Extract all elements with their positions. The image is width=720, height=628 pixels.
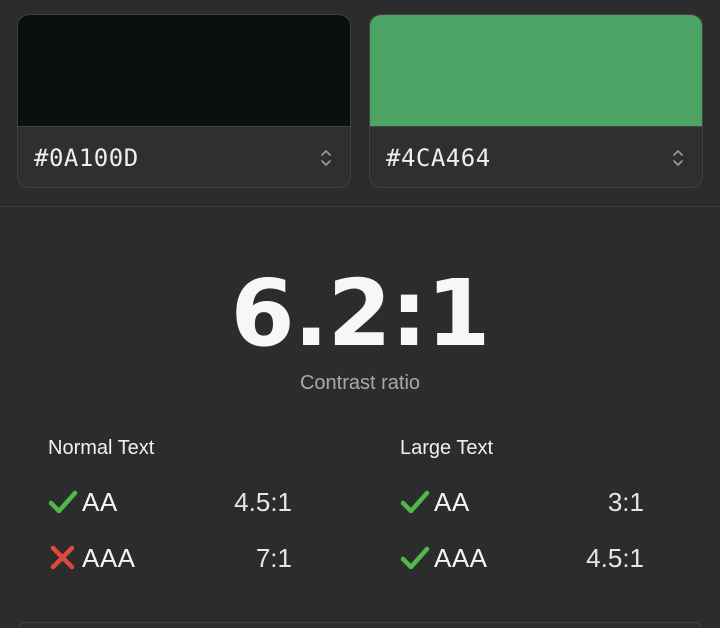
result-row-large-aaa: AAA 4.5:1 bbox=[400, 538, 660, 578]
check-icon bbox=[400, 487, 434, 517]
chevron-up-down-icon[interactable] bbox=[670, 145, 686, 171]
contrast-ratio-label: Contrast ratio bbox=[299, 372, 421, 394]
level-label: AA bbox=[434, 486, 470, 517]
foreground-color-field[interactable]: #0A100D bbox=[18, 126, 350, 187]
result-row-normal-aa: AA 4.5:1 bbox=[48, 482, 308, 522]
check-icon bbox=[48, 487, 82, 517]
chevron-up-down-icon[interactable] bbox=[318, 145, 334, 171]
foreground-hex-input[interactable]: #0A100D bbox=[34, 144, 139, 172]
section-divider bbox=[0, 206, 720, 207]
large-text-results: Large Text AA 3:1 AAA 4.5:1 bbox=[400, 434, 660, 578]
background-color-field[interactable]: #4CA464 bbox=[370, 126, 702, 187]
background-hex-input[interactable]: #4CA464 bbox=[386, 144, 491, 172]
result-row-large-aa: AA 3:1 bbox=[400, 482, 660, 522]
foreground-color-card: #0A100D bbox=[17, 14, 351, 188]
check-icon bbox=[400, 543, 434, 573]
normal-text-results: Normal Text AA 4.5:1 AAA 7:1 bbox=[48, 434, 308, 578]
level-label: AAA bbox=[434, 542, 488, 573]
cross-icon bbox=[48, 543, 82, 573]
threshold-value: 3:1 bbox=[607, 486, 644, 517]
large-text-title: Large Text bbox=[400, 437, 494, 459]
contrast-ratio-value: 6.2:1 bbox=[230, 260, 491, 367]
threshold-value: 4.5:1 bbox=[586, 542, 644, 573]
normal-text-title: Normal Text bbox=[48, 437, 155, 459]
foreground-color-swatch[interactable] bbox=[18, 15, 350, 126]
next-panel-edge bbox=[17, 622, 703, 628]
threshold-value: 7:1 bbox=[255, 542, 292, 573]
level-label: AA bbox=[82, 486, 118, 517]
threshold-value: 4.5:1 bbox=[234, 486, 292, 517]
level-label: AAA bbox=[82, 542, 136, 573]
result-row-normal-aaa: AAA 7:1 bbox=[48, 538, 308, 578]
background-color-swatch[interactable] bbox=[370, 15, 702, 126]
background-color-card: #4CA464 bbox=[369, 14, 703, 188]
